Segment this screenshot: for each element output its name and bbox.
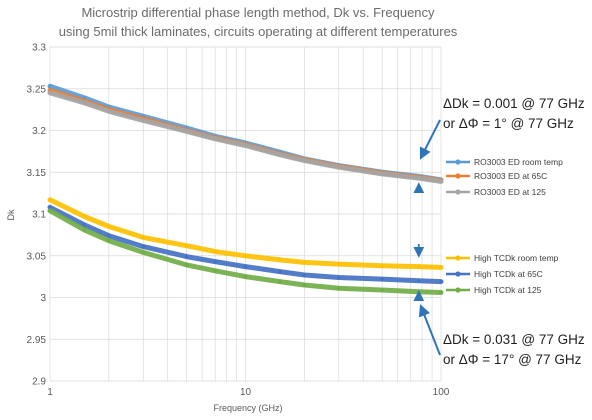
data-point: [439, 265, 443, 270]
data-point: [336, 286, 341, 291]
data-point: [141, 235, 146, 240]
y-tick-labels: 2.9 2.95 3 3.05 3.1 3.15 3.2 3.25 3.3: [27, 43, 47, 388]
data-point: [380, 277, 384, 281]
data-point: [380, 263, 384, 268]
data-point: [243, 264, 248, 269]
data-point: [278, 269, 282, 274]
data-point: [48, 91, 52, 95]
grid-lines: [49, 46, 442, 382]
data-point: [336, 275, 341, 280]
data-point: [141, 244, 146, 249]
data-point: [336, 262, 341, 266]
y-tick-label: 2.95: [27, 335, 47, 346]
annotation-bottom-line-1: ΔDk = 0.031 @ 77 GHz: [443, 332, 585, 347]
chart-title-line-1: Microstrip differential phase length met…: [81, 5, 435, 20]
legend-marker-2: [455, 189, 461, 195]
legend-label-0: RO3003 ED room temp: [474, 157, 563, 167]
legend: RO3003 ED room temp RO3003 ED at 65C RO300…: [446, 157, 563, 295]
chart-title-line-2: using 5mil thick laminates, circuits ope…: [59, 24, 458, 39]
data-point: [439, 279, 443, 284]
data-point: [141, 250, 146, 255]
data-point: [48, 205, 52, 210]
callout-arrow-bottom: [418, 304, 441, 356]
data-point: [302, 273, 307, 277]
annotation-arrows: [413, 119, 441, 356]
data-point: [243, 143, 248, 148]
y-tick-label: 3.3: [32, 43, 46, 54]
legend-marker-3: [455, 255, 461, 261]
data-point: [380, 288, 384, 292]
annotation-bottom-line-2: or ΔΦ = 17° @ 77 GHz: [443, 352, 582, 367]
y-tick-label: 3.2: [32, 126, 46, 137]
data-point: [417, 264, 421, 269]
x-tick-label: 100: [433, 387, 450, 398]
x-axis-label: Frequency (GHz): [213, 403, 282, 413]
data-point: [107, 109, 111, 114]
legend-label-2: RO3003 ED at 125: [474, 187, 546, 197]
data-point: [141, 118, 146, 123]
legend-label-1: RO3003 ED at 65C: [474, 171, 547, 181]
y-tick-label: 3: [40, 293, 46, 304]
data-point: [213, 249, 218, 254]
x-tick-label: 10: [240, 387, 252, 398]
series-lines: [47, 83, 444, 295]
callout-arrow-top: [419, 119, 441, 160]
y-tick-label: 2.9: [32, 377, 46, 388]
data-point: [278, 279, 282, 284]
annotation-top-line-2: or ΔΦ = 1° @ 77 GHz: [443, 116, 574, 131]
y-tick-label: 3.05: [27, 251, 47, 262]
legend-marker-5: [455, 287, 461, 293]
data-point: [439, 179, 443, 184]
data-point: [184, 129, 189, 134]
legend-label-5: High TCDk at 125: [474, 285, 542, 295]
data-point: [278, 152, 282, 157]
data-point: [439, 290, 443, 295]
legend-marker-0: [455, 159, 461, 165]
annotation-top-line-1: ΔDk = 0.001 @ 77 GHz: [443, 96, 585, 111]
data-point: [48, 198, 52, 202]
data-point: [82, 228, 87, 232]
data-point: [107, 224, 111, 229]
legend-marker-4: [455, 271, 461, 277]
data-point: [213, 259, 218, 264]
data-point: [107, 238, 111, 243]
legend-label-3: High TCDk room temp: [474, 253, 559, 263]
data-point: [417, 279, 421, 283]
data-point: [184, 254, 189, 259]
data-point: [243, 274, 248, 279]
x-tick-label: 1: [47, 387, 53, 398]
data-point: [82, 223, 87, 227]
data-point: [213, 268, 218, 273]
data-point: [184, 263, 189, 267]
data-point: [82, 214, 87, 219]
data-point: [278, 258, 282, 262]
data-point: [82, 101, 87, 105]
annotation-bottom: ΔDk = 0.031 @ 77 GHz or ΔΦ = 17° @ 77 GH…: [443, 332, 585, 367]
data-point: [184, 243, 189, 248]
data-point: [380, 172, 384, 176]
data-point: [302, 260, 307, 265]
data-point: [302, 158, 307, 163]
y-tick-label: 3.25: [27, 84, 47, 95]
data-point: [243, 253, 248, 258]
x-tick-labels: 1 10 100: [47, 387, 450, 398]
legend-marker-1: [455, 173, 461, 179]
y-axis-label: Dk: [6, 209, 16, 220]
data-point: [302, 283, 307, 287]
legend-label-4: High TCDk at 65C: [474, 269, 543, 279]
data-point: [48, 208, 52, 213]
annotation-top: ΔDk = 0.001 @ 77 GHz or ΔΦ = 1° @ 77 GHz: [443, 96, 585, 131]
data-point: [107, 233, 111, 238]
y-tick-label: 3.15: [27, 168, 47, 179]
data-point: [336, 165, 341, 170]
y-tick-label: 3.1: [32, 210, 46, 221]
data-point: [213, 137, 218, 141]
data-point: [417, 176, 421, 180]
data-point: [48, 84, 52, 89]
